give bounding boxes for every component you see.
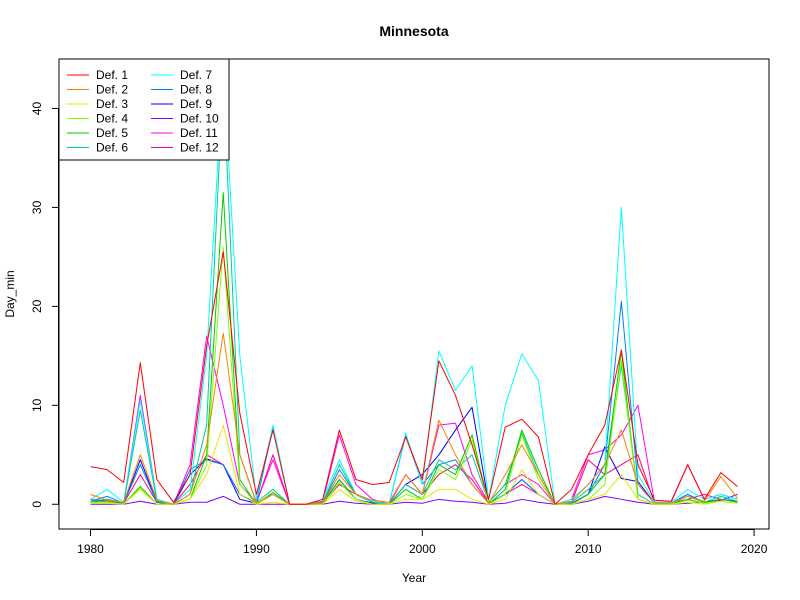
legend-label-def-4: Def. 4 xyxy=(96,112,128,126)
x-tick-label: 1990 xyxy=(243,542,270,556)
series-line-def-2 xyxy=(90,332,738,505)
x-tick-label: 2020 xyxy=(741,542,768,556)
legend-label-def-2: Def. 2 xyxy=(96,83,128,97)
legend-label-def-1: Def. 1 xyxy=(96,68,128,82)
legend-box xyxy=(58,58,230,161)
x-axis-label: Year xyxy=(402,571,426,585)
legend-label-def-9: Def. 9 xyxy=(180,97,212,111)
y-tick-label: 40 xyxy=(30,101,44,115)
chart-title: Minnesota xyxy=(379,23,448,39)
legend-label-def-10: Def. 10 xyxy=(180,112,219,126)
legend-label-def-3: Def. 3 xyxy=(96,97,128,111)
series-line-def-1 xyxy=(90,251,738,505)
legend-label-def-11: Def. 11 xyxy=(180,126,218,140)
x-tick-label: 1980 xyxy=(77,542,104,556)
legend-label-def-12: Def. 12 xyxy=(180,141,219,155)
y-tick-label: 30 xyxy=(30,200,44,214)
legend-label-def-5: Def. 5 xyxy=(96,126,128,140)
y-axis: 0 10 20 30 40 xyxy=(30,101,59,508)
y-tick-label: 10 xyxy=(30,398,44,412)
series-layer xyxy=(90,68,738,505)
legend-label-def-6: Def. 6 xyxy=(96,141,128,155)
legend-label-def-8: Def. 8 xyxy=(180,83,212,97)
series-line-def-4 xyxy=(90,246,738,505)
series-line-def-10 xyxy=(90,493,738,505)
series-line-def-3 xyxy=(90,424,738,505)
series-line-def-5 xyxy=(90,192,738,505)
y-tick-label: 20 xyxy=(30,299,44,313)
y-tick-label: 0 xyxy=(30,501,44,508)
x-axis: 1980 1990 2000 2010 2020 xyxy=(77,529,768,556)
series-line-def-9 xyxy=(90,406,738,505)
x-tick-label: 2000 xyxy=(409,542,436,556)
legend-label-def-7: Def. 7 xyxy=(180,68,212,82)
x-tick-label: 2010 xyxy=(575,542,602,556)
y-axis-label: Day_min xyxy=(3,270,17,317)
